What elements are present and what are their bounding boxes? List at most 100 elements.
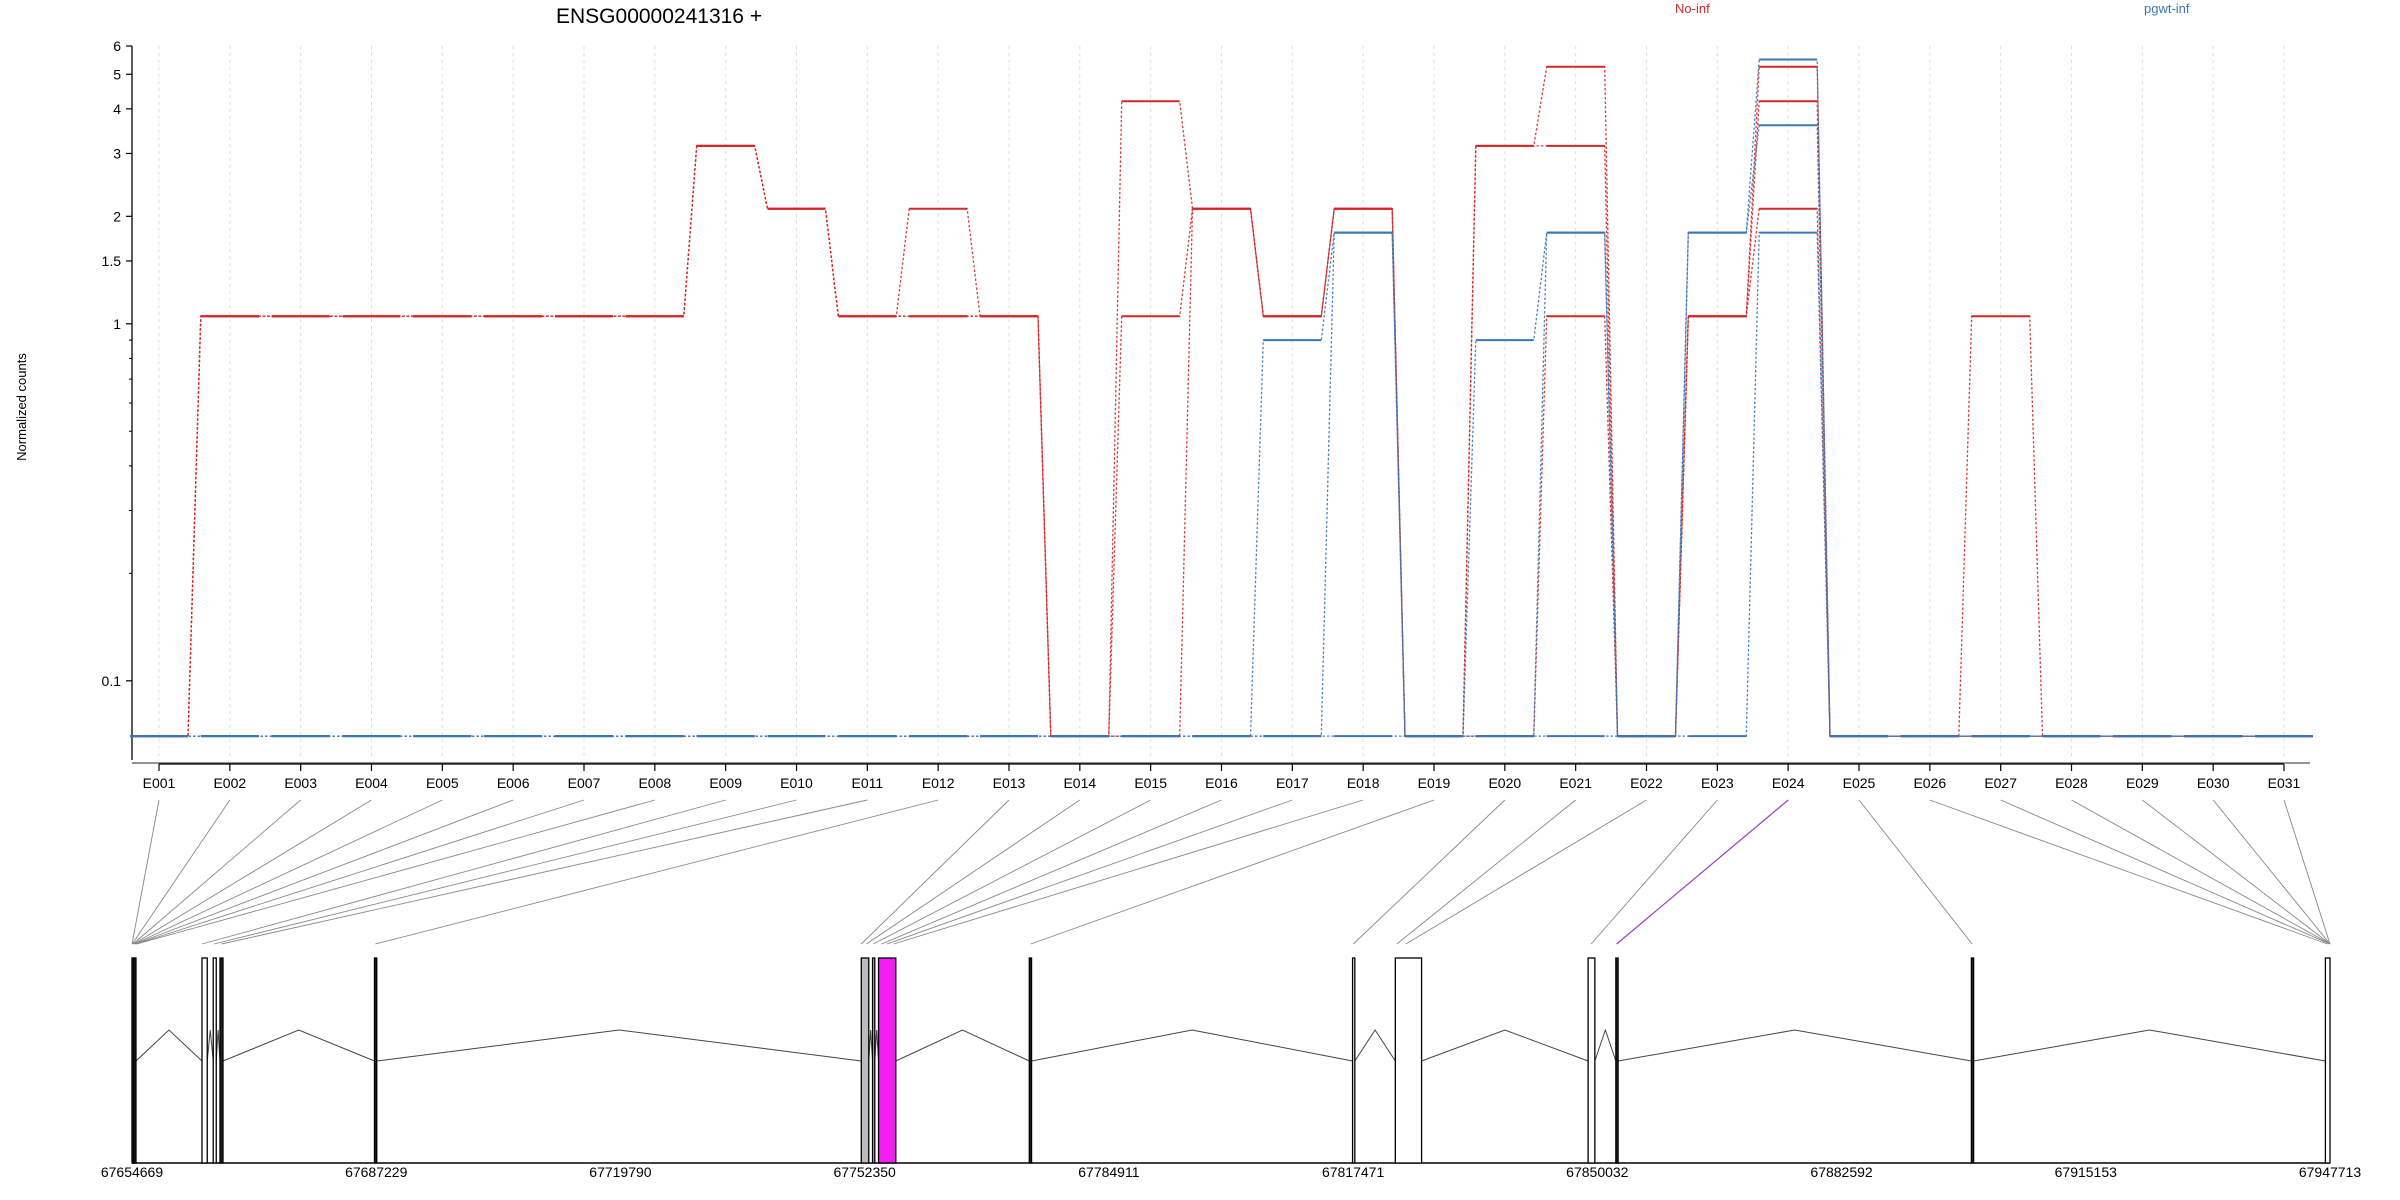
intron xyxy=(206,1029,214,1062)
grid xyxy=(158,46,2285,760)
x-tick-label-e021: E021 xyxy=(1559,775,1592,791)
exon xyxy=(877,957,897,1164)
x-tick-label-e018: E018 xyxy=(1347,775,1380,791)
genomic-coordinate-label: 67784911 xyxy=(1078,1164,1139,1180)
intron xyxy=(1594,1028,1617,1062)
x-tick-label-e013: E013 xyxy=(993,775,1026,791)
x-tick-label-e031: E031 xyxy=(2268,775,2301,791)
exon-mapping-line xyxy=(2142,799,2331,945)
exon-mapping-line xyxy=(1616,799,1789,945)
exon-mapping-line xyxy=(1590,799,1718,945)
exon xyxy=(2324,957,2331,1164)
exon-mapping-line xyxy=(136,799,655,945)
exon-mapping-line xyxy=(873,799,1151,945)
exon-mapping-line xyxy=(1929,799,2328,945)
exon-mapping-line xyxy=(1858,799,1973,945)
exon-mapping-line xyxy=(135,799,585,945)
exon-mapping-lines xyxy=(131,799,2331,945)
x-tick-label-e024: E024 xyxy=(1772,775,1805,791)
genomic-coordinate-label: 67687229 xyxy=(345,1164,408,1180)
x-tick-label-e019: E019 xyxy=(1418,775,1451,791)
y-tick-label: 3 xyxy=(113,145,121,161)
exon-mapping-line xyxy=(375,799,939,945)
gene-model: 67654669 67687229 67719790 67752350 67784911… xyxy=(101,957,2361,1180)
plot-area: 6 5 4 3 2 1.5 1 0.1 E001 E002 E003 E004 E005 E006 E007… xyxy=(102,38,2313,791)
y-tick-label: 4 xyxy=(113,101,121,117)
exon-mapping-line xyxy=(131,799,231,945)
y-tick-label: 1.5 xyxy=(102,253,122,269)
exon-mapping-line xyxy=(2212,799,2331,945)
legend-entry-no-inf: No-inf xyxy=(1675,1,1710,16)
series-connector xyxy=(130,232,2313,737)
genomic-coordinate-label: 67752350 xyxy=(834,1164,897,1180)
intron xyxy=(1973,1029,2326,1062)
intron xyxy=(222,1029,375,1062)
exon xyxy=(1970,957,1975,1164)
x-tick-label-e009: E009 xyxy=(709,775,742,791)
x-tick-label-e005: E005 xyxy=(426,775,459,791)
y-tick-label: 1 xyxy=(113,316,121,332)
genomic-coordinate-label: 67915153 xyxy=(2055,1164,2118,1180)
intron xyxy=(1354,1029,1396,1062)
x-tick-label-e016: E016 xyxy=(1205,775,1238,791)
y-tick-label: 2 xyxy=(113,208,121,224)
exon xyxy=(871,957,876,1164)
legend-entry-pgwt-inf: pgwt-inf xyxy=(2144,1,2190,16)
x-tick-label-e004: E004 xyxy=(355,775,388,791)
chart-title: ENSG00000241316 + xyxy=(556,5,762,28)
x-tick-label-e026: E026 xyxy=(1913,775,1946,791)
y-tick-label: 6 xyxy=(113,38,121,54)
x-tick-label-e015: E015 xyxy=(1134,775,1167,791)
exon xyxy=(1394,957,1423,1164)
genomic-coordinate-label: 67719790 xyxy=(589,1164,652,1180)
y-axis-label: Normalized counts xyxy=(14,353,29,461)
x-tick-label-e012: E012 xyxy=(922,775,955,791)
x-tick-label-e011: E011 xyxy=(851,775,883,791)
x-tick-label-e002: E002 xyxy=(213,775,246,791)
exon-mapping-line xyxy=(1396,799,1576,945)
x-tick-label-e025: E025 xyxy=(1843,775,1876,791)
exon-mapping-line xyxy=(881,799,1222,945)
exon xyxy=(1351,957,1356,1164)
y-tick-label: 0.1 xyxy=(102,673,122,689)
exon-mapping-line xyxy=(213,799,797,945)
exon-mapping-line xyxy=(2283,799,2331,945)
exon xyxy=(1587,957,1596,1164)
exon-mapping-line xyxy=(133,799,372,945)
series-pgwt-inf-5 xyxy=(130,231,2313,738)
x-tick-label-e022: E022 xyxy=(1630,775,1663,791)
x-tick-label-e030: E030 xyxy=(2197,775,2230,791)
y-tick-label: 5 xyxy=(113,66,121,82)
exon xyxy=(1028,957,1033,1164)
intron xyxy=(376,1029,862,1062)
intron xyxy=(1031,1029,1353,1062)
exon-mapping-line xyxy=(866,799,1081,945)
exon-mapping-line xyxy=(893,799,1364,945)
exon-mapping-line xyxy=(2000,799,2331,945)
x-tick-label-e010: E010 xyxy=(780,775,813,791)
exon-mapping-line xyxy=(201,799,726,945)
exon-mapping-line xyxy=(131,799,160,945)
x-tick-label-e008: E008 xyxy=(638,775,671,791)
x-tick-label-e006: E006 xyxy=(497,775,530,791)
exon-mapping-line xyxy=(886,799,1293,945)
exon-mapping-line xyxy=(134,799,443,945)
x-tick-label-e001: E001 xyxy=(143,775,176,791)
exon xyxy=(373,957,378,1164)
exon-mapping-line xyxy=(2071,799,2331,945)
intron xyxy=(1618,1029,1972,1062)
exon-mapping-line xyxy=(1030,799,1435,945)
exon-mapping-line xyxy=(1405,799,1647,945)
exon-mapping-line xyxy=(1353,799,1506,945)
exon xyxy=(133,957,137,1164)
genomic-coordinate-label: 67817471 xyxy=(1322,1164,1385,1180)
x-tick-label-e007: E007 xyxy=(568,775,601,791)
exon xyxy=(219,957,224,1164)
x-tick-label-e003: E003 xyxy=(284,775,317,791)
x-tick-label-e020: E020 xyxy=(1488,775,1521,791)
exon xyxy=(201,957,208,1164)
intron xyxy=(135,1029,203,1062)
genomic-coordinate-label: 67850032 xyxy=(1566,1164,1629,1180)
intron xyxy=(895,1029,1030,1062)
